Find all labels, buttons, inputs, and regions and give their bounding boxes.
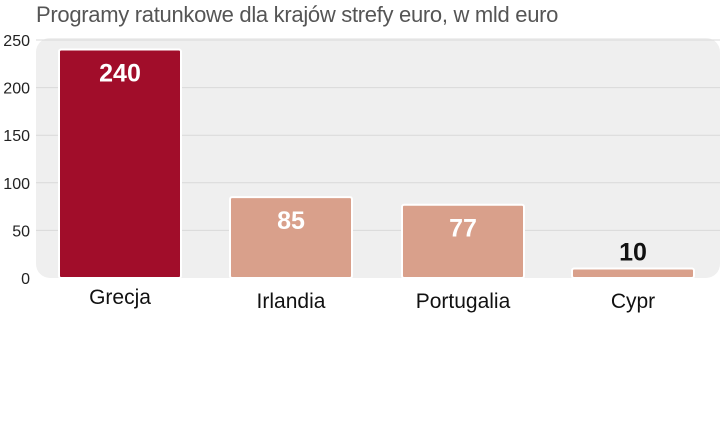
y-tick-label: 200	[3, 81, 30, 98]
bar-cypr	[571, 267, 695, 280]
y-tick-label: 50	[12, 223, 30, 240]
value-label: 77	[449, 215, 477, 243]
bars	[58, 48, 695, 280]
category-label: Grecja	[89, 286, 151, 309]
value-label: 240	[99, 60, 141, 88]
y-tick-label: 150	[3, 128, 30, 145]
y-axis-ticks: 0 50 100 150 200 250	[3, 33, 30, 288]
category-label: Portugalia	[416, 290, 511, 313]
bar-irlandia	[229, 196, 353, 279]
y-tick-label: 100	[3, 176, 30, 193]
category-label: Irlandia	[257, 290, 326, 313]
x-axis-labels: Grecja Irlandia Portugalia Cypr	[89, 286, 655, 313]
y-tick-label: 0	[21, 271, 30, 288]
value-label: 85	[277, 207, 305, 235]
bar-portugalia	[401, 203, 525, 279]
value-label: 10	[619, 238, 647, 266]
plot-background	[36, 38, 720, 278]
value-labels: 240 85 77 10	[99, 60, 647, 267]
y-tick-label: 250	[3, 33, 30, 50]
bar-grecja	[58, 48, 182, 279]
chart-title: Programy ratunkowe dla krajów strefy eur…	[36, 2, 559, 27]
category-label: Cypr	[611, 290, 655, 313]
